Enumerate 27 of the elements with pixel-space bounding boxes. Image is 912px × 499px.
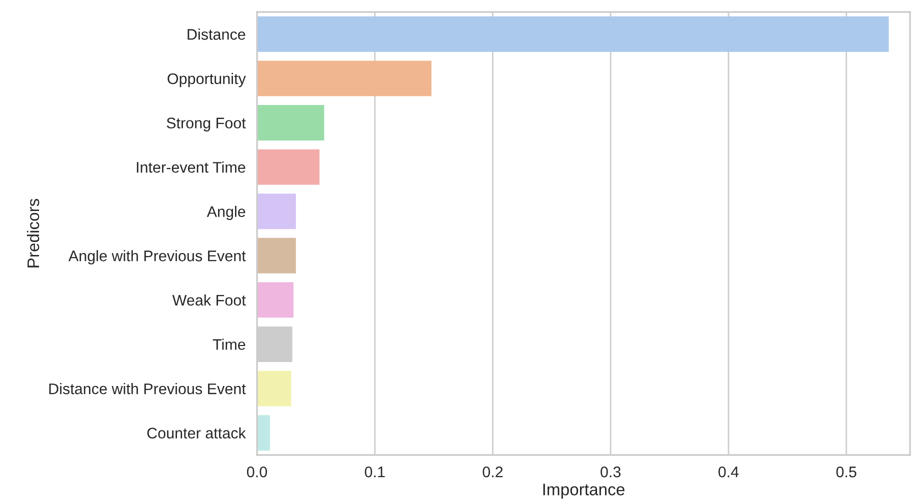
x-tick-label: 0.2 [482,466,503,478]
y-tick-label: Angle with Previous Event [68,250,246,264]
bar [257,238,296,274]
bar [257,415,270,451]
y-tick-label: Distance [188,28,246,40]
x-tick-label: 0.0 [246,466,268,478]
bar [257,16,889,52]
y-tick-label: Strong Foot [166,118,246,132]
x-axis-title: Importance [543,484,624,499]
x-tick-label: 0.1 [364,466,385,478]
bar [257,105,324,140]
y-tick-label: Angle [206,206,246,220]
x-tick-label: 0.3 [600,466,621,478]
y-axis-title: Predicors [26,198,40,268]
y-tick-label: Inter-event Time [136,162,246,173]
x-tick-label: 0.5 [836,466,856,478]
y-tick-label: Opportunity [168,72,246,88]
bar [257,282,294,318]
bar [257,60,432,96]
bar [257,149,320,185]
y-tick-label: Weak Foot [172,294,246,306]
y-tick-label: Counter attack [147,427,246,439]
x-tick-label: 0.4 [718,466,739,478]
y-tick-label: Time [212,338,246,350]
y-tick-label: Distance with Previous Event [49,383,246,394]
bar [257,194,296,230]
bar [257,370,292,406]
